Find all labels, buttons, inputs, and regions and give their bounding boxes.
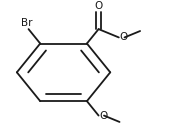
Text: O: O <box>120 32 128 42</box>
Text: O: O <box>100 111 108 121</box>
Text: O: O <box>94 1 103 11</box>
Text: Br: Br <box>21 18 32 28</box>
